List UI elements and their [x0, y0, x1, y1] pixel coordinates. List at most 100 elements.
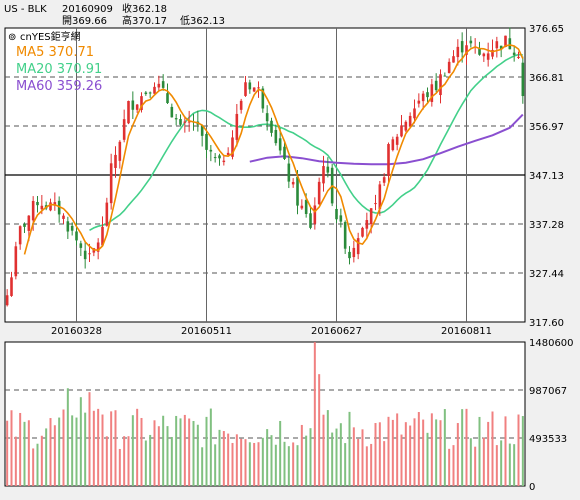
volume-bar	[170, 436, 173, 486]
volume-bar	[235, 434, 238, 486]
candle-body	[183, 121, 187, 123]
price-y-tick: 356.97	[529, 122, 564, 133]
candle-body	[231, 137, 234, 157]
volume-bar	[231, 442, 234, 486]
candle-body	[343, 222, 347, 249]
header-close: 收362.18	[122, 2, 167, 15]
candle-body	[365, 220, 369, 229]
watermark-logo: ⊚	[8, 32, 16, 43]
volume-bar	[287, 446, 290, 486]
volume-bar	[409, 425, 412, 486]
candle-body	[278, 138, 282, 151]
price-x-tick: 20160627	[311, 326, 362, 337]
candle-body	[96, 242, 100, 252]
candle-body	[430, 84, 434, 103]
volume-bar	[88, 392, 91, 486]
volume-bar	[166, 426, 169, 486]
candle-body	[478, 48, 481, 55]
volume-bar	[491, 411, 494, 486]
candle-body	[309, 213, 312, 228]
volume-bar	[118, 448, 121, 486]
candle-body	[361, 227, 364, 237]
volume-bar	[339, 423, 342, 486]
candle-body	[287, 163, 291, 182]
volume-bar	[58, 417, 61, 486]
header-symbol: US - BLK	[4, 4, 47, 15]
volume-bar	[183, 414, 186, 486]
volume-bar	[370, 443, 373, 486]
volume-bar	[456, 423, 459, 486]
candle-body	[127, 100, 130, 124]
price-y-tick: 366.81	[529, 73, 564, 84]
candle-body	[166, 93, 169, 104]
candle-body	[248, 82, 252, 90]
volume-bar	[123, 436, 126, 486]
candle-body	[244, 82, 247, 96]
candle-body	[114, 154, 117, 168]
header-date: 20160909	[62, 4, 113, 15]
candle-body	[157, 83, 161, 88]
candle-body	[426, 92, 429, 98]
volume-bar	[404, 422, 407, 486]
candle-body	[148, 92, 152, 94]
candle-body	[140, 96, 143, 110]
volume-bar	[448, 448, 451, 486]
volume-bar	[131, 415, 134, 486]
candle-body	[304, 199, 308, 214]
volume-bar	[19, 412, 22, 486]
candle-body	[283, 146, 286, 160]
ma5-line	[23, 44, 524, 255]
volume-bar	[322, 414, 325, 486]
candle-body	[313, 205, 317, 224]
candle-body	[57, 200, 61, 215]
candle-body	[218, 155, 221, 159]
volume-bar	[257, 442, 260, 486]
candle-body	[222, 160, 226, 163]
candle-body	[322, 166, 325, 184]
volume-bar	[387, 416, 390, 486]
candle-body	[447, 61, 451, 74]
candle-body	[456, 46, 460, 58]
volume-bar	[517, 414, 520, 486]
price-x-tick: 20160811	[441, 326, 492, 337]
volume-bar	[521, 416, 524, 486]
candle-body	[417, 100, 421, 104]
candle-body	[23, 224, 26, 227]
candle-body	[395, 136, 399, 145]
volume-bar	[97, 408, 100, 486]
volume-bar	[383, 441, 386, 486]
volume-grid	[5, 389, 525, 439]
candle-body	[239, 100, 243, 110]
candle-body	[70, 225, 74, 231]
volume-bar	[430, 413, 433, 486]
volume-y-tick: 0	[529, 482, 535, 493]
volume-bar	[413, 418, 416, 486]
candle-body	[291, 181, 295, 185]
candle-body	[66, 221, 70, 232]
candle-body	[378, 184, 382, 210]
volume-bar	[53, 425, 56, 486]
volume-bar	[452, 445, 455, 486]
volume-bar	[469, 438, 472, 486]
volume-y-tick: 1480600	[529, 338, 574, 349]
volume-bar	[110, 411, 113, 486]
volume-bar	[313, 342, 316, 486]
volume-bar	[426, 432, 429, 486]
legend: MA5 370.71 MA20 370.91 MA60 359.26	[16, 45, 102, 94]
legend-ma60: MA60 359.26	[16, 79, 102, 94]
legend-ma20: MA20 370.91	[16, 62, 102, 77]
candle-body	[49, 202, 52, 211]
candle-body	[205, 133, 208, 150]
volume-bar	[127, 436, 130, 486]
header-low: 低362.13	[180, 14, 225, 27]
candle-body	[270, 120, 273, 133]
volume-bar	[196, 424, 199, 486]
volume-bar	[144, 440, 147, 486]
volume-y-tick: 987067	[529, 386, 567, 397]
candle-body	[452, 56, 455, 63]
volume-bar	[79, 397, 82, 486]
candle-body	[31, 200, 35, 221]
price-y-tick: 317.60	[529, 318, 564, 329]
volume-bar	[253, 442, 256, 486]
